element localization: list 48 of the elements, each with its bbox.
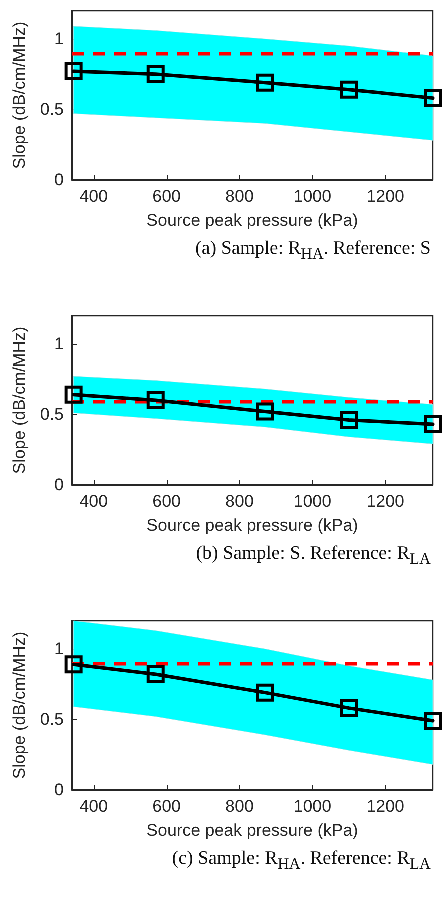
point bbox=[256, 402, 274, 421]
y-tick-label: 0.5 bbox=[40, 100, 64, 120]
x-tick-label: 600 bbox=[152, 797, 181, 816]
text: (b) Sample: S. Reference: R$_{LA}$ bbox=[195, 543, 432, 569]
point bbox=[424, 89, 442, 108]
x-tick-label: 1200 bbox=[366, 797, 405, 816]
y-tick-label: 0 bbox=[54, 780, 64, 800]
x-tick-label: 1000 bbox=[294, 797, 332, 816]
y-tick-label: 0.5 bbox=[40, 710, 64, 730]
x-axis-title: Source peak pressure (kPa) bbox=[146, 821, 358, 840]
point bbox=[146, 65, 165, 84]
x-tick-label: 400 bbox=[80, 797, 108, 816]
x-tick-label: 1200 bbox=[366, 187, 405, 206]
point bbox=[146, 392, 165, 410]
x-tick-label: 400 bbox=[80, 187, 108, 206]
x-tick-label: 600 bbox=[152, 492, 181, 511]
text: (c) Sample: R$_{HA}$. Reference: R$_{LA}$ bbox=[171, 848, 432, 874]
point bbox=[256, 684, 274, 702]
point bbox=[340, 80, 358, 99]
x-tick-label: 1200 bbox=[366, 492, 405, 511]
point bbox=[424, 415, 442, 434]
text: (a) Sample: R$_{HA}$. Reference: S bbox=[194, 238, 432, 264]
x-tick-label: 600 bbox=[152, 187, 181, 206]
point bbox=[64, 62, 83, 81]
point bbox=[64, 656, 83, 674]
y-tick-label: 1 bbox=[54, 30, 64, 49]
point bbox=[146, 666, 165, 684]
x-axis-title: Source peak pressure (kPa) bbox=[146, 516, 358, 535]
y-tick-label: 1 bbox=[54, 334, 64, 354]
x-axis-title: Source peak pressure (kPa) bbox=[146, 211, 358, 230]
point bbox=[424, 712, 442, 730]
y-axis-title: Slope (dB/cm/MHz) bbox=[10, 22, 29, 170]
y-axis-title: Slope (dB/cm/MHz) bbox=[10, 632, 29, 780]
y-tick-label: 0 bbox=[54, 476, 64, 494]
y-axis-title: Slope (dB/cm/MHz) bbox=[10, 326, 29, 474]
y-tick-label: 0.5 bbox=[40, 405, 64, 424]
y-tick-label: 0 bbox=[54, 170, 64, 190]
x-tick-label: 800 bbox=[226, 797, 254, 816]
y-tick-label: 1 bbox=[54, 640, 64, 659]
point bbox=[340, 411, 358, 430]
point bbox=[340, 699, 358, 718]
x-tick-label: 800 bbox=[226, 492, 254, 511]
x-tick-label: 1000 bbox=[294, 187, 332, 206]
x-tick-label: 1000 bbox=[294, 492, 332, 511]
x-tick-label: 400 bbox=[80, 492, 108, 511]
x-tick-label: 800 bbox=[226, 187, 254, 206]
point bbox=[64, 386, 83, 404]
point bbox=[256, 74, 274, 92]
